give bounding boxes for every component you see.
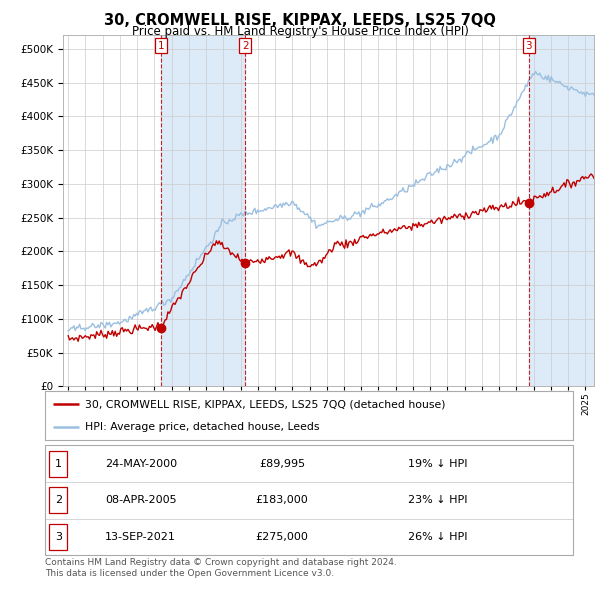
Text: 2: 2 — [242, 41, 248, 51]
Text: 2: 2 — [55, 496, 62, 505]
Text: £275,000: £275,000 — [256, 532, 308, 542]
Text: 13-SEP-2021: 13-SEP-2021 — [105, 532, 176, 542]
Bar — [161, 35, 245, 386]
Text: 30, CROMWELL RISE, KIPPAX, LEEDS, LS25 7QQ: 30, CROMWELL RISE, KIPPAX, LEEDS, LS25 7… — [104, 13, 496, 28]
Text: 26% ↓ HPI: 26% ↓ HPI — [408, 532, 467, 542]
Text: HPI: Average price, detached house, Leeds: HPI: Average price, detached house, Leed… — [85, 422, 319, 432]
Text: 3: 3 — [55, 532, 62, 542]
Text: Contains HM Land Registry data © Crown copyright and database right 2024.
This d: Contains HM Land Registry data © Crown c… — [45, 558, 397, 578]
Text: 23% ↓ HPI: 23% ↓ HPI — [408, 496, 467, 505]
Bar — [529, 35, 594, 386]
Text: 3: 3 — [526, 41, 532, 51]
Text: Price paid vs. HM Land Registry's House Price Index (HPI): Price paid vs. HM Land Registry's House … — [131, 25, 469, 38]
Text: 24-MAY-2000: 24-MAY-2000 — [105, 459, 177, 468]
Text: 08-APR-2005: 08-APR-2005 — [105, 496, 176, 505]
Text: £183,000: £183,000 — [256, 496, 308, 505]
Text: 19% ↓ HPI: 19% ↓ HPI — [408, 459, 467, 468]
Text: £89,995: £89,995 — [259, 459, 305, 468]
Text: 1: 1 — [55, 459, 62, 468]
Text: 1: 1 — [158, 41, 164, 51]
Text: 30, CROMWELL RISE, KIPPAX, LEEDS, LS25 7QQ (detached house): 30, CROMWELL RISE, KIPPAX, LEEDS, LS25 7… — [85, 399, 445, 409]
